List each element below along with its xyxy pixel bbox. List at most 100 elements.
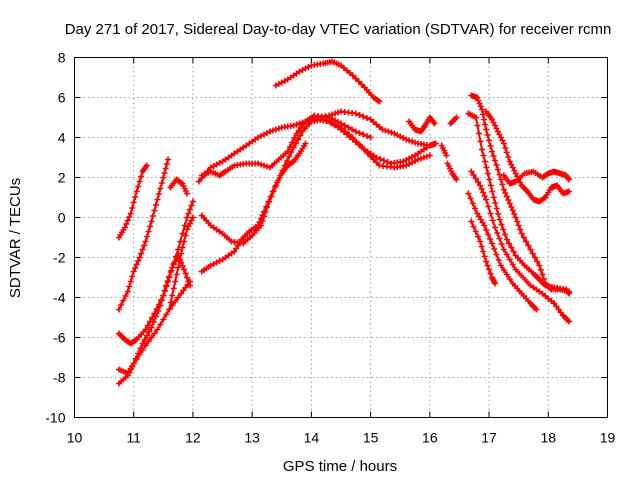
- data-point: [403, 136, 410, 143]
- series-track-r: [465, 190, 540, 313]
- data-point: [520, 234, 527, 241]
- series-track-v: [465, 110, 573, 297]
- x-tick-label: 15: [363, 430, 379, 446]
- data-point: [181, 238, 188, 245]
- data-point: [474, 233, 481, 240]
- data-point: [465, 190, 472, 197]
- data-point: [483, 164, 490, 171]
- data-point: [166, 306, 173, 313]
- data-point: [198, 175, 205, 181]
- y-tick-label: 8: [58, 50, 66, 66]
- data-point: [158, 297, 165, 304]
- data-point: [358, 81, 365, 88]
- series-track-h: [198, 140, 309, 275]
- data-point: [483, 227, 490, 233]
- data-point: [266, 199, 273, 205]
- data-point: [163, 161, 170, 167]
- data-point: [483, 258, 490, 265]
- data-point: [152, 313, 159, 320]
- series-track-o: [444, 160, 460, 183]
- data-point: [126, 214, 133, 220]
- data-point: [484, 262, 491, 269]
- series-track-t: [468, 168, 573, 325]
- data-point: [124, 217, 131, 224]
- data-point: [483, 126, 490, 133]
- data-point: [379, 126, 386, 133]
- data-point: [268, 193, 275, 200]
- data-point: [531, 254, 538, 261]
- x-tick-labels: 10 11 12 13 14 15 16 17 18 19: [67, 430, 616, 446]
- x-tick-label: 14: [304, 430, 320, 446]
- data-point: [120, 297, 127, 304]
- data-point: [453, 176, 460, 183]
- data-point: [478, 186, 485, 192]
- data-point: [139, 246, 146, 253]
- y-tick-label: -4: [53, 290, 66, 306]
- data-point: [136, 178, 143, 185]
- data-point: [160, 316, 167, 323]
- data-point: [529, 250, 536, 257]
- data-point: [491, 280, 498, 287]
- data-point: [472, 175, 479, 182]
- data-point: [498, 221, 505, 228]
- x-tick-label: 11: [126, 430, 141, 446]
- data-point: [500, 186, 507, 193]
- data-point: [475, 130, 482, 137]
- data-point: [144, 332, 151, 339]
- series-track-m: [272, 58, 383, 105]
- data-point: [360, 131, 367, 138]
- data-point: [148, 334, 155, 341]
- data-point: [474, 94, 481, 101]
- data-point: [163, 282, 170, 289]
- data-point: [523, 238, 530, 245]
- data-point: [182, 270, 189, 277]
- data-point: [426, 152, 433, 159]
- data-point: [500, 267, 507, 273]
- data-point: [534, 258, 541, 265]
- data-point: [420, 154, 427, 161]
- series-layer: [115, 58, 573, 387]
- data-point: [517, 226, 524, 233]
- y-tick-label: 2: [58, 170, 66, 186]
- data-point: [184, 214, 191, 221]
- data-point: [126, 283, 133, 290]
- data-point: [470, 223, 477, 230]
- series-track-p: [447, 114, 460, 127]
- data-point: [195, 178, 202, 185]
- data-point: [432, 140, 439, 147]
- data-point: [145, 338, 152, 345]
- data-point: [480, 248, 487, 255]
- data-point: [352, 75, 359, 82]
- data-point: [496, 235, 503, 242]
- data-point: [284, 148, 291, 155]
- data-point: [486, 137, 493, 144]
- data-point: [489, 188, 496, 195]
- data-point: [489, 217, 496, 224]
- series-track-q: [438, 142, 450, 159]
- data-point: [262, 209, 269, 215]
- data-point: [483, 196, 490, 203]
- data-point: [189, 214, 196, 221]
- series-line: [117, 158, 170, 311]
- data-point: [175, 246, 182, 253]
- data-point: [417, 155, 424, 162]
- data-point: [151, 330, 158, 337]
- data-point: [289, 139, 296, 146]
- y-tick-label: -6: [53, 330, 66, 346]
- data-point: [302, 140, 309, 147]
- data-point: [295, 136, 302, 143]
- data-point: [204, 168, 211, 174]
- data-point: [261, 162, 268, 169]
- data-point: [497, 176, 504, 183]
- data-point: [155, 191, 162, 197]
- data-point: [481, 158, 488, 165]
- data-point: [186, 278, 193, 285]
- data-point: [474, 179, 481, 185]
- data-point: [172, 278, 179, 285]
- data-point: [145, 228, 152, 235]
- series-track-b: [115, 156, 172, 313]
- data-point: [471, 205, 478, 212]
- data-point: [480, 189, 487, 196]
- data-point: [291, 135, 298, 141]
- data-point: [326, 112, 333, 119]
